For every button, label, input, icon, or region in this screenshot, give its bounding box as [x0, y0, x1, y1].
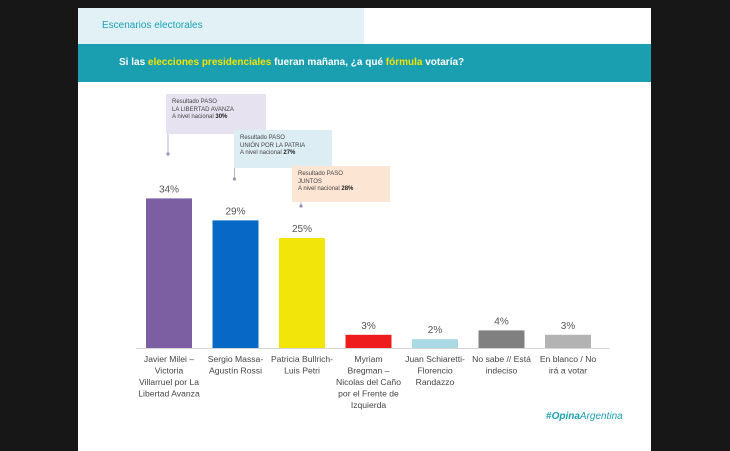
callout-value: 30% — [215, 114, 228, 121]
callout-libertad-avanza: Resultado PASO LA LIBERTAD AVANZA A nive… — [166, 94, 266, 134]
callout-line: Resultado PASO — [298, 171, 343, 177]
category-label: Juan Schiaretti- — [405, 354, 465, 364]
brand-logo: #OpinaArgentina — [546, 411, 623, 422]
category-label: Agustín Rossi — [209, 366, 262, 376]
callout-line: UNIÓN POR LA PATRIA — [240, 142, 306, 149]
category-label: Libertad Avanza — [138, 389, 200, 399]
callout-dot — [166, 152, 170, 156]
category-label: No sabe // Está — [472, 354, 531, 364]
callout-dot — [299, 204, 303, 208]
question-bar: Si las elecciones presidenciales fueran … — [78, 44, 651, 82]
bar — [478, 330, 525, 348]
bar-value-label: 2% — [428, 325, 443, 336]
category-label: irá a votar — [549, 366, 587, 376]
category-label: Luis Petri — [284, 366, 320, 376]
callout-union-por-la-patria: Resultado PASO UNIÓN POR LA PATRIA A niv… — [234, 130, 332, 168]
callout-value: 28% — [341, 186, 354, 193]
callout-dot — [232, 177, 237, 181]
slide: Escenarios electorales Si las elecciones… — [78, 8, 651, 451]
bar — [345, 334, 392, 348]
section-title: Escenarios electorales — [102, 20, 203, 31]
callout-prefix: A nivel nacional — [172, 114, 216, 121]
callout-line: A nivel nacional 30% — [172, 114, 260, 122]
bar-value-label: 29% — [225, 206, 245, 217]
callout-prefix: A nivel nacional — [298, 186, 342, 193]
category-label: por el Frente de — [338, 389, 399, 399]
question-highlight: fórmula — [385, 57, 423, 68]
callout-line: Resultado PASO — [240, 135, 285, 141]
callout-line: A nivel nacional 27% — [240, 150, 326, 158]
category-label: En blanco / No — [540, 354, 597, 364]
category-label: Bregman – — [347, 366, 389, 376]
bar — [212, 220, 259, 348]
category-label: indeciso — [486, 366, 518, 376]
bar-value-label: 4% — [494, 316, 509, 327]
callout-prefix: A nivel nacional — [240, 150, 284, 157]
bar-value-label: 34% — [159, 184, 179, 195]
question-segment: Si las — [119, 57, 148, 68]
category-label: Victoria — [155, 366, 184, 376]
callout-juntos: Resultado PASO JUNTOS A nivel nacional 2… — [292, 166, 390, 202]
bar — [279, 238, 325, 348]
bar — [545, 334, 591, 348]
bar-value-label: 25% — [292, 224, 312, 235]
bar — [412, 339, 458, 348]
section-bar: Escenarios electorales — [78, 8, 364, 44]
category-label: Florencio — [417, 366, 453, 376]
callout-line: Resultado PASO — [172, 99, 217, 105]
brand-text: Argentina — [579, 411, 623, 422]
category-label: Randazzo — [416, 377, 455, 387]
category-label: Patricia Bullrich- — [271, 354, 333, 364]
category-label: Sergio Massa- — [208, 354, 264, 364]
callout-line: LA LIBERTAD AVANZA — [172, 106, 234, 113]
category-label: Javier Milei – — [144, 354, 194, 364]
category-label: Myriam — [354, 354, 382, 364]
question-text: Si las elecciones presidenciales fueran … — [119, 57, 464, 68]
brand-bold: Opina — [551, 411, 580, 422]
callout-value: 27% — [283, 150, 296, 157]
bar-value-label: 3% — [561, 321, 576, 332]
callout-line: A nivel nacional 28% — [298, 186, 384, 194]
question-highlight: elecciones presidenciales — [147, 57, 272, 68]
category-label: Villarruel por La — [139, 377, 199, 387]
question-segment: votaría? — [422, 57, 465, 68]
question-segment: fueran mañana, ¿a qué — [271, 57, 386, 68]
bar — [146, 198, 192, 348]
bar-value-label: 3% — [361, 321, 376, 332]
hash-icon: # — [546, 411, 552, 422]
category-label: Nicolas del Caño — [336, 377, 401, 387]
callout-line: JUNTOS — [298, 178, 322, 185]
category-label: Izquierda — [351, 400, 387, 410]
